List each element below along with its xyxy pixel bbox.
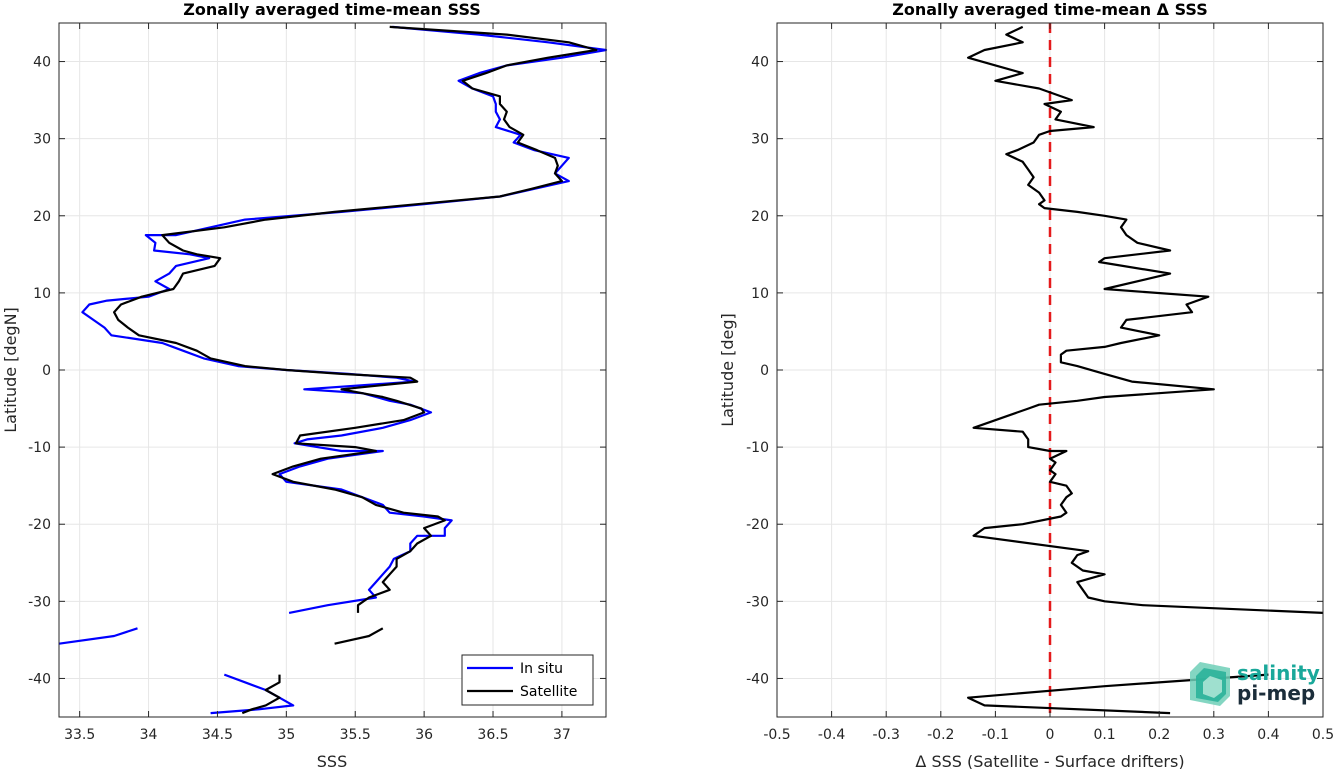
series-line-satellite <box>334 627 384 645</box>
y-tick-label: -10 <box>746 440 769 456</box>
chart-sss: 33.5 34 34.5 35 35.5 36 36.5 37 40 30 20 10 0 -10 -20 -… <box>1 0 608 769</box>
series-line-delta <box>966 673 1269 715</box>
y-tick-label: 40 <box>751 55 769 71</box>
y-tick-label: 20 <box>33 209 51 225</box>
x-tick-label: 36 <box>415 727 433 743</box>
x-tick-label: 0.4 <box>1257 727 1279 743</box>
y-tick-label: -20 <box>746 517 769 533</box>
chart-title: Zonally averaged time-mean Δ SSS <box>892 0 1208 19</box>
y-tick-label: 30 <box>33 132 51 148</box>
y-axis-label: Latitude [degN] <box>1 307 20 433</box>
x-tick-label: 0 <box>1046 727 1055 743</box>
series-group <box>966 25 1324 715</box>
y-axis-label: Latitude [deg] <box>718 313 737 427</box>
series-group <box>58 25 608 715</box>
logo-text-line2: pi-mep <box>1237 681 1315 705</box>
x-tick-label: -0.5 <box>763 727 790 743</box>
x-tick-label: 33.5 <box>64 727 95 743</box>
y-tick-label: 0 <box>42 363 51 379</box>
y-tick-label: -10 <box>28 440 51 456</box>
logo-mark-icon <box>1190 662 1230 706</box>
x-axis-label: Δ SSS (Satellite - Surface drifters) <box>915 752 1184 769</box>
series-line-in-situ <box>81 25 608 614</box>
x-tick-label: -0.1 <box>982 727 1009 743</box>
x-tick-label: 35 <box>277 727 295 743</box>
ticks: -0.5 -0.4 -0.3 -0.2 -0.1 0 0.1 0.2 0.3 0.4 0.5 40 30… <box>746 23 1334 743</box>
y-tick-label: 0 <box>760 363 769 379</box>
x-tick-label: -0.4 <box>818 727 845 743</box>
y-tick-label: 10 <box>751 286 769 302</box>
y-tick-label: 30 <box>751 132 769 148</box>
x-tick-label: 0.1 <box>1093 727 1115 743</box>
series-line-in-situ <box>58 627 138 645</box>
x-tick-label: 34 <box>140 727 158 743</box>
y-tick-label: 10 <box>33 286 51 302</box>
series-line-delta <box>966 25 1324 614</box>
x-tick-label: 0.5 <box>1312 727 1334 743</box>
y-tick-label: -20 <box>28 517 51 533</box>
ticks: 33.5 34 34.5 35 35.5 36 36.5 37 40 30 20 10 0 -10 -20 -… <box>28 23 606 743</box>
x-axis-label: SSS <box>317 752 347 769</box>
legend-label-in-situ: In situ <box>520 661 563 677</box>
x-tick-label: 36.5 <box>477 727 508 743</box>
x-tick-label: 35.5 <box>340 727 371 743</box>
chart-title: Zonally averaged time-mean SSS <box>183 0 481 19</box>
grid <box>59 23 606 717</box>
legend-box <box>461 654 594 706</box>
x-tick-label: -0.2 <box>927 727 954 743</box>
salinity-pi-mep-logo: salinity pi-mep <box>1190 661 1320 706</box>
legend-label-satellite: Satellite <box>520 684 577 700</box>
x-tick-label: 34.5 <box>202 727 233 743</box>
y-tick-label: -30 <box>28 594 51 610</box>
y-tick-label: -30 <box>746 594 769 610</box>
y-tick-label: 20 <box>751 209 769 225</box>
y-tick-label: 40 <box>33 55 51 71</box>
x-tick-label: 37 <box>553 727 571 743</box>
logo-text-line1: salinity <box>1237 661 1320 685</box>
y-tick-label: -40 <box>746 671 769 687</box>
legend: In situ Satellite <box>461 654 594 706</box>
x-tick-label: -0.3 <box>873 727 900 743</box>
chart-delta-sss: -0.5 -0.4 -0.3 -0.2 -0.1 0 0.1 0.2 0.3 0.4 0.5 40 30… <box>718 0 1334 769</box>
series-line-satellite <box>112 25 598 613</box>
series-line-satellite <box>241 674 281 715</box>
x-tick-label: 0.2 <box>1148 727 1170 743</box>
x-tick-label: 0.3 <box>1203 727 1225 743</box>
y-tick-label: -40 <box>28 671 51 687</box>
